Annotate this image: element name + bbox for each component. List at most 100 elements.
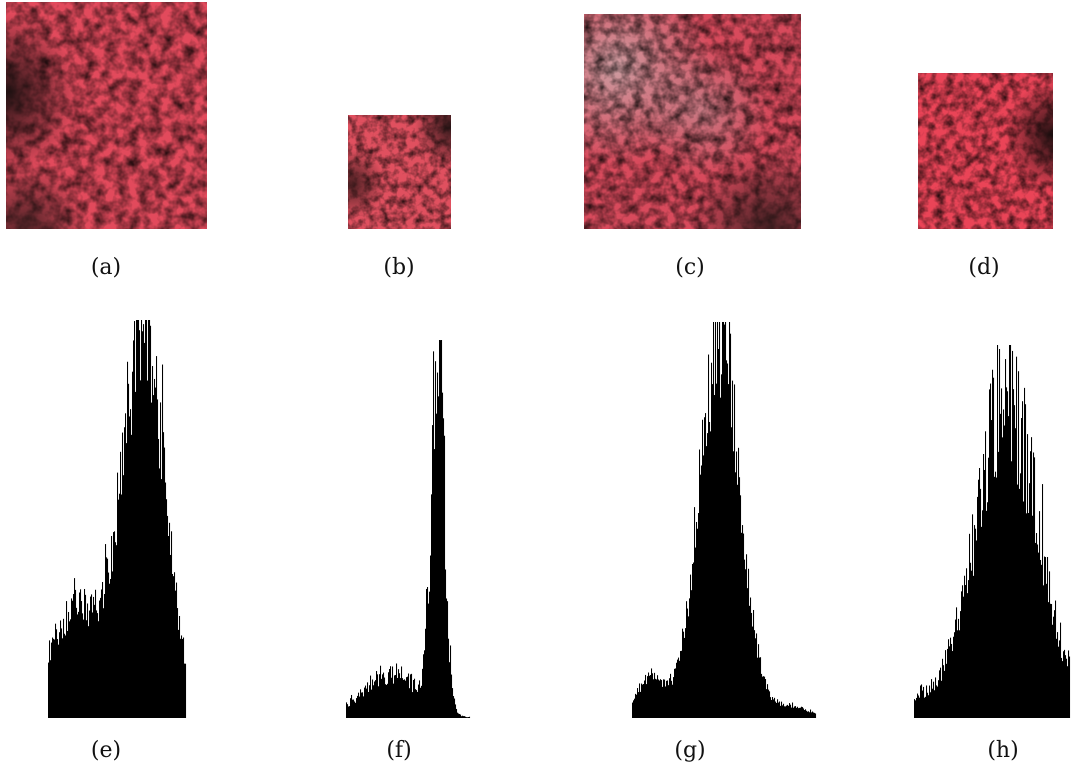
- histogram-bar: [966, 568, 968, 718]
- histogram-bar: [454, 698, 456, 718]
- histogram-bar: [451, 674, 453, 718]
- histogram-bar: [729, 322, 731, 718]
- histogram-bar: [1021, 418, 1023, 718]
- histogram-bar: [427, 587, 429, 718]
- histogram-f: [346, 340, 474, 718]
- histogram-bar: [777, 699, 779, 718]
- histogram-bar: [1004, 425, 1006, 718]
- histogram-bar: [387, 683, 389, 718]
- histogram-bar: [143, 324, 145, 718]
- histogram-bar: [105, 544, 107, 718]
- histogram-bar: [668, 685, 670, 718]
- histogram-bar: [979, 467, 981, 718]
- histogram-bar: [466, 717, 468, 718]
- histogram-bar: [666, 680, 668, 718]
- histogram-bar: [677, 659, 679, 718]
- histogram-bar: [144, 342, 146, 718]
- histogram-bar: [923, 686, 925, 718]
- histogram-bar: [801, 706, 803, 718]
- caption-h: (h): [987, 738, 1019, 763]
- caption-f: (f): [386, 738, 412, 763]
- histogram-bar: [162, 364, 164, 718]
- histogram-bar: [951, 643, 953, 718]
- histogram-bar: [671, 680, 673, 718]
- histogram-bar: [728, 384, 730, 718]
- histogram-bar: [795, 706, 797, 718]
- histogram-bar: [1062, 661, 1064, 718]
- histogram-bar: [382, 674, 384, 718]
- histogram-bar: [983, 454, 985, 718]
- histogram-bar: [416, 690, 418, 718]
- histogram-bar: [432, 425, 434, 718]
- histogram-bar: [768, 689, 770, 718]
- histogram-bar: [175, 590, 177, 718]
- caption-d: (d): [968, 255, 1000, 280]
- histogram-bar: [394, 675, 396, 718]
- histogram-bar: [467, 717, 469, 718]
- histogram-bar: [1019, 488, 1021, 718]
- histogram-bar: [74, 578, 76, 718]
- histogram-bar: [791, 707, 793, 718]
- histogram-bar: [368, 691, 370, 718]
- histogram-bar: [722, 322, 724, 718]
- histogram-bar: [461, 716, 463, 718]
- histogram-bar: [114, 531, 116, 718]
- histogram-bar: [688, 616, 690, 718]
- histogram-bar: [1058, 646, 1060, 718]
- histogram-bar: [88, 626, 90, 718]
- histogram-bar: [814, 712, 816, 718]
- histogram-bar: [794, 706, 796, 718]
- histogram-bar: [969, 533, 971, 718]
- histogram-bar: [61, 628, 63, 718]
- histogram-bar: [353, 699, 355, 718]
- histogram-bar: [670, 673, 672, 718]
- histogram-bar: [1007, 391, 1009, 718]
- histogram-bar: [1053, 616, 1055, 718]
- histogram-bar: [1038, 552, 1040, 718]
- histogram-bar: [972, 514, 974, 718]
- histogram-bar: [692, 564, 694, 718]
- histogram-bar: [359, 696, 361, 718]
- histogram-bar: [971, 570, 973, 718]
- histogram-bar: [452, 688, 454, 718]
- histogram-bar: [650, 675, 652, 718]
- histogram-bar: [377, 674, 379, 718]
- histogram-e: [38, 320, 190, 718]
- histogram-bar: [464, 716, 466, 718]
- histogram-bar: [762, 676, 764, 718]
- histogram-bar: [973, 575, 975, 718]
- histogram-bar: [393, 683, 395, 718]
- histogram-bar: [797, 706, 799, 718]
- histogram-bar: [434, 449, 436, 718]
- histogram-bar: [658, 679, 660, 718]
- image-panel-b: [348, 115, 451, 229]
- histogram-bar: [156, 356, 158, 718]
- histogram-bar: [90, 596, 92, 718]
- histogram-bar: [811, 712, 813, 718]
- histogram-bar: [636, 694, 638, 718]
- histogram-bar: [381, 678, 383, 718]
- histogram-bar: [968, 580, 970, 718]
- histogram-bar: [916, 697, 918, 718]
- histogram-bar: [460, 714, 462, 718]
- histogram-bar: [421, 685, 423, 718]
- histogram-bar: [955, 619, 957, 718]
- histogram-bar: [980, 488, 982, 718]
- histogram-bar: [672, 684, 674, 718]
- histogram-bar: [401, 666, 403, 718]
- histogram-bar: [173, 576, 175, 718]
- histogram-bar: [456, 708, 458, 718]
- histogram-bar: [749, 605, 751, 718]
- histogram-bar: [696, 521, 698, 718]
- histogram-bar: [809, 712, 811, 718]
- histogram-bar: [402, 678, 404, 718]
- histogram-bar: [379, 674, 381, 718]
- histogram-bar: [946, 663, 948, 718]
- histogram-bar: [781, 701, 783, 718]
- histogram-bar: [990, 383, 992, 718]
- histogram-bar: [679, 660, 681, 718]
- histogram-bar: [441, 340, 443, 718]
- image-panel-a: [6, 2, 207, 229]
- histogram-g-bars: [632, 322, 817, 718]
- histogram-bar: [448, 638, 450, 718]
